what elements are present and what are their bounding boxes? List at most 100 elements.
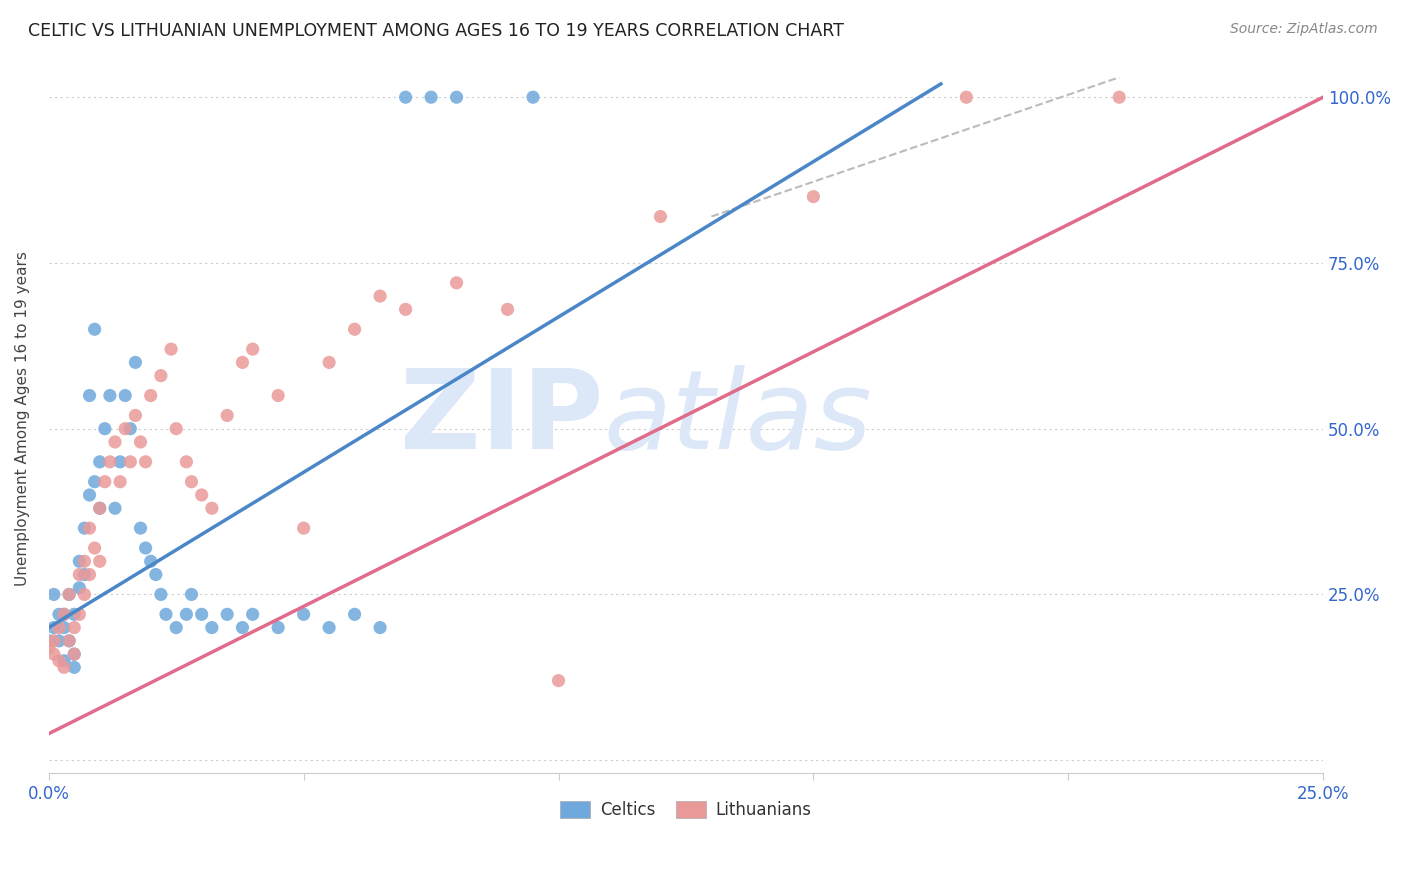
Point — [803, 189, 825, 203]
Point — [98, 455, 121, 469]
Text: Source: ZipAtlas.com: Source: ZipAtlas.com — [1230, 22, 1378, 37]
Point — [63, 647, 86, 661]
Point — [83, 475, 105, 489]
Point — [42, 587, 65, 601]
Point — [145, 567, 167, 582]
Point — [114, 422, 136, 436]
Point — [120, 422, 142, 436]
Point — [955, 90, 977, 104]
Point — [48, 654, 70, 668]
Point — [124, 409, 146, 423]
Point — [368, 289, 391, 303]
Point — [63, 660, 86, 674]
Point — [79, 521, 101, 535]
Point — [149, 587, 172, 601]
Point — [446, 90, 468, 104]
Point — [242, 342, 264, 356]
Point — [42, 633, 65, 648]
Point — [53, 654, 76, 668]
Point — [89, 455, 111, 469]
Point — [73, 554, 96, 568]
Point — [94, 422, 117, 436]
Point — [67, 581, 90, 595]
Point — [292, 607, 315, 622]
Point — [98, 388, 121, 402]
Point — [79, 488, 101, 502]
Point — [160, 342, 183, 356]
Point — [58, 587, 80, 601]
Point — [67, 554, 90, 568]
Point — [108, 475, 131, 489]
Point — [176, 607, 198, 622]
Point — [63, 647, 86, 661]
Point — [217, 409, 239, 423]
Legend: Celtics, Lithuanians: Celtics, Lithuanians — [554, 794, 818, 825]
Point — [48, 633, 70, 648]
Point — [135, 541, 157, 555]
Point — [79, 567, 101, 582]
Point — [63, 607, 86, 622]
Point — [135, 455, 157, 469]
Point — [73, 587, 96, 601]
Point — [139, 554, 162, 568]
Point — [394, 302, 416, 317]
Point — [104, 434, 127, 449]
Point — [129, 521, 152, 535]
Text: ZIP: ZIP — [399, 365, 603, 472]
Point — [104, 501, 127, 516]
Point — [58, 587, 80, 601]
Point — [129, 434, 152, 449]
Point — [48, 607, 70, 622]
Point — [190, 488, 212, 502]
Point — [120, 455, 142, 469]
Point — [139, 388, 162, 402]
Point — [176, 455, 198, 469]
Point — [83, 541, 105, 555]
Point — [547, 673, 569, 688]
Point — [368, 621, 391, 635]
Point — [149, 368, 172, 383]
Point — [165, 422, 187, 436]
Point — [73, 521, 96, 535]
Point — [114, 388, 136, 402]
Point — [83, 322, 105, 336]
Point — [48, 621, 70, 635]
Point — [180, 475, 202, 489]
Point — [394, 90, 416, 104]
Point — [318, 621, 340, 635]
Point — [180, 587, 202, 601]
Point — [292, 521, 315, 535]
Point — [496, 302, 519, 317]
Point — [343, 607, 366, 622]
Point — [522, 90, 544, 104]
Point — [165, 621, 187, 635]
Text: CELTIC VS LITHUANIAN UNEMPLOYMENT AMONG AGES 16 TO 19 YEARS CORRELATION CHART: CELTIC VS LITHUANIAN UNEMPLOYMENT AMONG … — [28, 22, 844, 40]
Point — [73, 567, 96, 582]
Point — [231, 355, 253, 369]
Point — [108, 455, 131, 469]
Point — [343, 322, 366, 336]
Point — [318, 355, 340, 369]
Point — [89, 501, 111, 516]
Point — [190, 607, 212, 622]
Point — [89, 554, 111, 568]
Point — [267, 388, 290, 402]
Point — [124, 355, 146, 369]
Point — [1108, 90, 1130, 104]
Point — [420, 90, 443, 104]
Point — [446, 276, 468, 290]
Point — [650, 210, 672, 224]
Point — [217, 607, 239, 622]
Text: atlas: atlas — [603, 365, 872, 472]
Point — [38, 640, 60, 655]
Point — [67, 607, 90, 622]
Point — [242, 607, 264, 622]
Point — [79, 388, 101, 402]
Point — [53, 660, 76, 674]
Point — [94, 475, 117, 489]
Point — [53, 607, 76, 622]
Point — [89, 501, 111, 516]
Point — [53, 607, 76, 622]
Point — [67, 567, 90, 582]
Point — [63, 621, 86, 635]
